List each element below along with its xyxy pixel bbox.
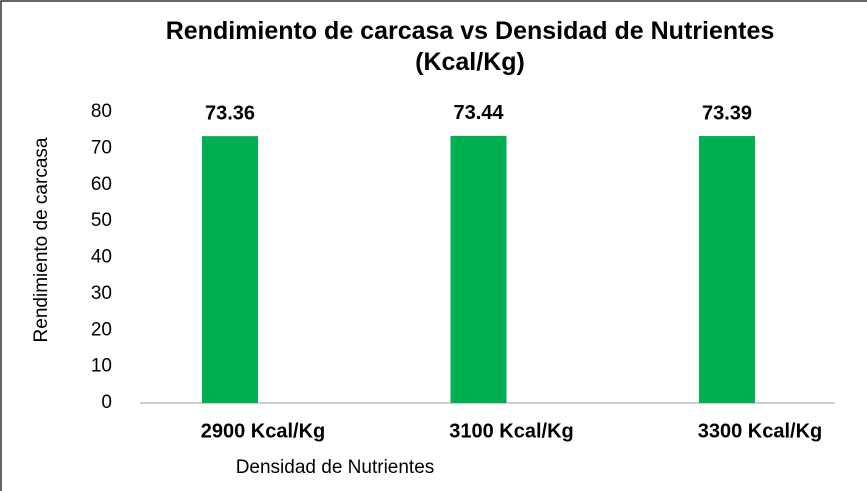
bar <box>202 136 258 403</box>
y-tick-label: 80 <box>91 101 112 122</box>
y-tick-label: 40 <box>91 247 112 268</box>
y-tick-label: 30 <box>91 283 112 304</box>
chart-title: Rendimiento de carcasa vs Densidad de Nu… <box>165 17 775 76</box>
x-tick-label: 2900 Kcal/Kg <box>201 420 326 442</box>
y-axis-title: Rendimiento de carcasa <box>31 137 52 342</box>
data-label: 73.39 <box>702 102 752 124</box>
data-label: 73.36 <box>205 102 255 124</box>
y-tick-label: 20 <box>91 319 112 340</box>
x-axis-title: Densidad de Nutrientes <box>236 457 435 478</box>
y-tick-label: 0 <box>101 392 112 413</box>
bar <box>699 136 755 403</box>
y-tick-label: 60 <box>91 174 112 195</box>
y-tick-label: 70 <box>91 137 112 158</box>
data-label: 73.44 <box>453 102 504 124</box>
x-tick-label: 3300 Kcal/Kg <box>698 420 823 442</box>
y-tick-label: 50 <box>91 210 112 231</box>
x-tick-label: 3100 Kcal/Kg <box>449 420 574 442</box>
y-tick-label: 10 <box>91 356 112 377</box>
bar <box>450 135 507 403</box>
